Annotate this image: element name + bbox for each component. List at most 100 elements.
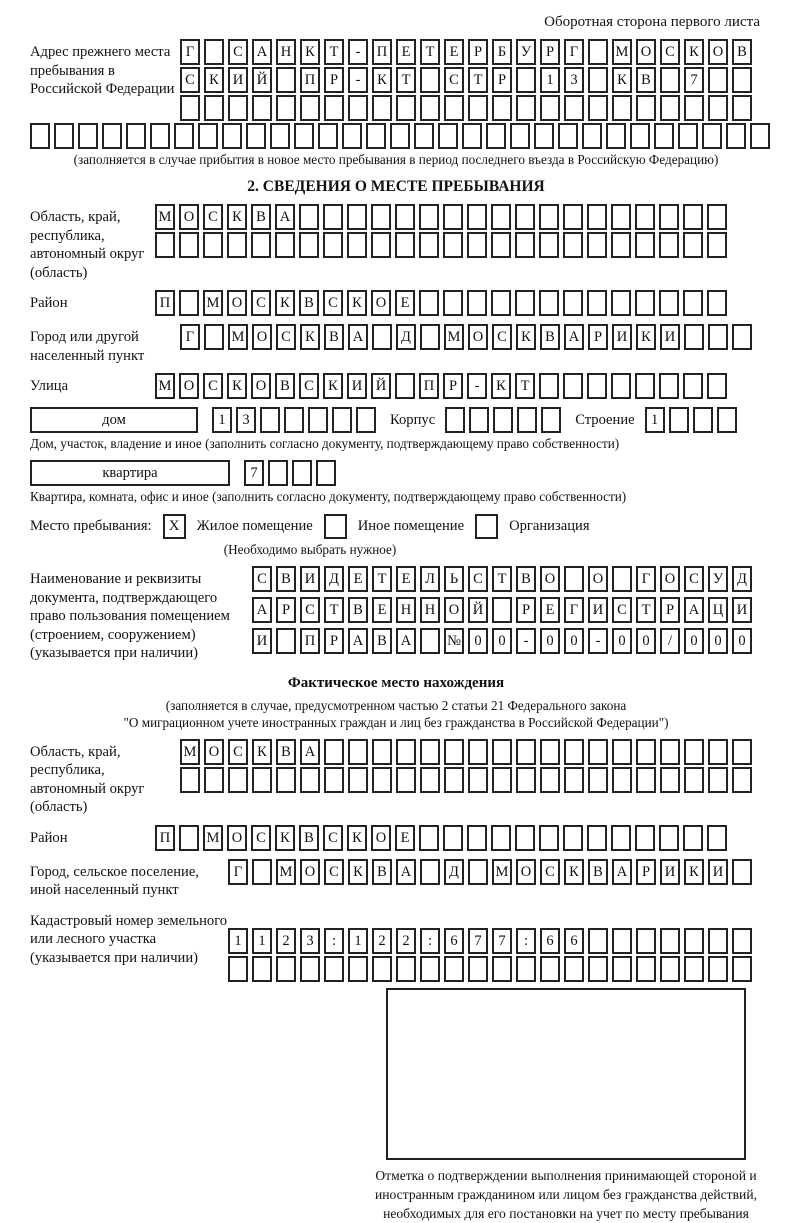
char-box[interactable]: К — [227, 373, 247, 399]
char-box[interactable] — [515, 290, 535, 316]
char-box[interactable] — [126, 123, 146, 149]
char-box[interactable]: А — [252, 597, 272, 623]
char-box[interactable]: К — [275, 824, 295, 851]
char-box[interactable]: 7 — [684, 67, 704, 93]
char-box[interactable]: Й — [252, 67, 272, 93]
char-box[interactable] — [587, 290, 607, 316]
char-box[interactable] — [348, 766, 368, 793]
char-box[interactable]: 0 — [684, 628, 704, 654]
char-box[interactable] — [348, 955, 368, 982]
char-box[interactable] — [252, 858, 272, 885]
char-box[interactable]: Е — [396, 39, 416, 65]
char-box[interactable] — [732, 927, 752, 954]
char-box[interactable]: П — [155, 824, 175, 851]
char-box[interactable]: О — [660, 566, 680, 592]
char-box[interactable]: О — [179, 373, 199, 399]
char-box[interactable]: Р — [468, 39, 488, 65]
char-box[interactable]: - — [467, 373, 487, 399]
char-box[interactable] — [611, 232, 631, 258]
char-box[interactable]: С — [323, 290, 343, 316]
char-box[interactable]: К — [372, 67, 392, 93]
char-box[interactable] — [654, 123, 674, 149]
char-box[interactable] — [636, 955, 656, 982]
char-box[interactable]: 1 — [252, 927, 272, 954]
char-box[interactable] — [443, 290, 463, 316]
char-box[interactable] — [492, 597, 512, 623]
char-box[interactable] — [540, 738, 560, 765]
char-box[interactable]: С — [612, 597, 632, 623]
char-box[interactable]: В — [299, 290, 319, 316]
char-box[interactable]: Т — [492, 566, 512, 592]
char-box[interactable]: Е — [396, 566, 416, 592]
char-box[interactable] — [563, 824, 583, 851]
char-box[interactable]: Г — [564, 597, 584, 623]
char-box[interactable] — [636, 738, 656, 765]
char-box[interactable] — [491, 204, 511, 230]
char-box[interactable]: Г — [228, 858, 248, 885]
char-box[interactable]: 0 — [636, 628, 656, 654]
char-box[interactable] — [563, 232, 583, 258]
char-box[interactable] — [702, 123, 722, 149]
char-box[interactable]: Г — [636, 566, 656, 592]
char-box[interactable] — [732, 766, 752, 793]
char-box[interactable] — [611, 373, 631, 399]
char-box[interactable]: И — [228, 67, 248, 93]
char-box[interactable]: А — [396, 628, 416, 654]
char-box[interactable]: Т — [420, 39, 440, 65]
char-box[interactable] — [332, 407, 352, 433]
char-box[interactable] — [563, 290, 583, 316]
char-box[interactable] — [636, 95, 656, 121]
char-box[interactable]: 2 — [396, 927, 416, 954]
char-box[interactable]: О — [540, 566, 560, 592]
char-box[interactable]: Б — [492, 39, 512, 65]
char-box[interactable]: А — [348, 628, 368, 654]
char-box[interactable] — [347, 232, 367, 258]
char-box[interactable]: О — [371, 824, 391, 851]
char-box[interactable] — [612, 955, 632, 982]
char-box[interactable]: С — [299, 373, 319, 399]
char-box[interactable]: И — [708, 858, 728, 885]
char-box[interactable]: М — [444, 324, 464, 350]
char-box[interactable] — [612, 95, 632, 121]
char-box[interactable] — [539, 232, 559, 258]
char-box[interactable]: С — [180, 67, 200, 93]
char-box[interactable]: К — [684, 858, 704, 885]
char-box[interactable]: О — [636, 39, 656, 65]
char-box[interactable]: В — [516, 566, 536, 592]
char-box[interactable] — [444, 738, 464, 765]
char-box[interactable]: С — [324, 858, 344, 885]
char-box[interactable] — [419, 204, 439, 230]
char-box[interactable]: С — [323, 824, 343, 851]
char-box[interactable]: 0 — [540, 628, 560, 654]
char-box[interactable]: М — [492, 858, 512, 885]
char-box[interactable] — [228, 955, 248, 982]
char-box[interactable]: 6 — [564, 927, 584, 954]
char-box[interactable] — [438, 123, 458, 149]
char-box[interactable]: К — [636, 324, 656, 350]
char-box[interactable] — [539, 290, 559, 316]
char-box[interactable] — [515, 232, 535, 258]
char-box[interactable]: В — [275, 373, 295, 399]
char-box[interactable]: Т — [372, 566, 392, 592]
char-box[interactable]: И — [660, 324, 680, 350]
char-box[interactable]: Е — [395, 824, 415, 851]
char-box[interactable]: 0 — [612, 628, 632, 654]
char-box[interactable] — [540, 95, 560, 121]
char-box[interactable] — [492, 766, 512, 793]
char-box[interactable]: 3 — [300, 927, 320, 954]
char-box[interactable] — [708, 67, 728, 93]
char-box[interactable] — [372, 955, 392, 982]
char-box[interactable]: 0 — [468, 628, 488, 654]
char-box[interactable] — [516, 766, 536, 793]
char-box[interactable] — [276, 628, 296, 654]
char-box[interactable] — [708, 738, 728, 765]
char-box[interactable] — [204, 766, 224, 793]
char-box[interactable] — [347, 204, 367, 230]
char-box[interactable]: С — [540, 858, 560, 885]
char-box[interactable] — [323, 204, 343, 230]
char-box[interactable]: № — [444, 628, 464, 654]
char-box[interactable] — [588, 955, 608, 982]
char-box[interactable] — [316, 460, 336, 486]
char-box[interactable] — [204, 324, 224, 350]
char-box[interactable] — [396, 95, 416, 121]
